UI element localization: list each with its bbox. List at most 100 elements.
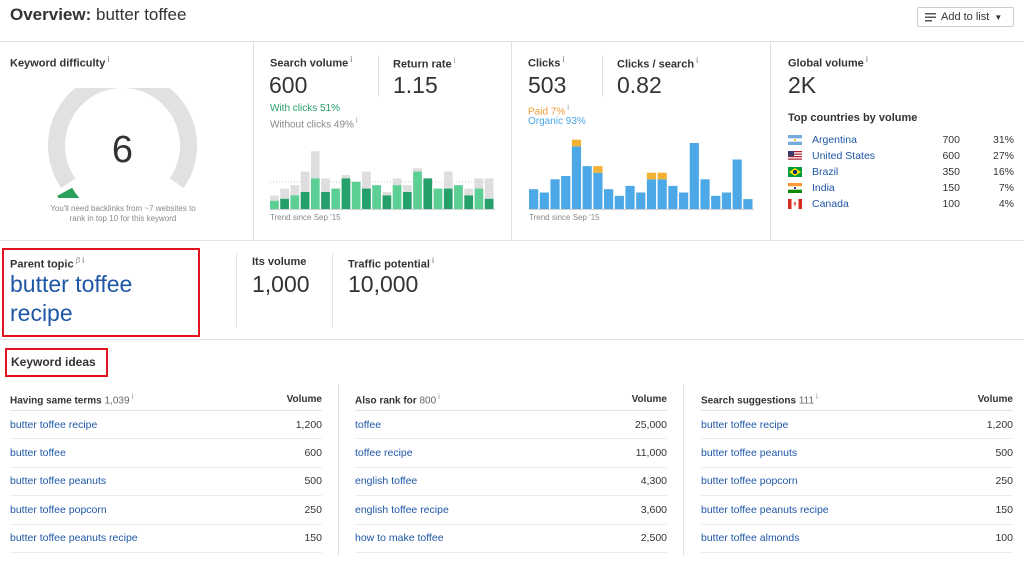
info-icon[interactable]: i <box>438 392 440 402</box>
title-prefix: Overview: <box>10 5 92 24</box>
clicks-share-bar <box>454 185 463 209</box>
keyword-link[interactable]: butter toffee popcorn <box>701 475 798 488</box>
difficulty-note: You'll need backlinks from ~7 websites t… <box>50 204 196 223</box>
clicks-share-bar <box>423 178 433 209</box>
divider <box>683 384 684 556</box>
info-icon[interactable]: i <box>562 55 565 64</box>
country-link[interactable]: Canada <box>812 198 849 210</box>
without-clicks: Without clicks 49% i <box>270 116 358 131</box>
keyword-link[interactable]: butter toffee recipe <box>701 418 789 431</box>
keyword-row: english toffee 4,300 <box>355 468 667 497</box>
keyword-link[interactable]: english toffee recipe <box>355 503 449 516</box>
organic-clicks-bar <box>721 192 732 209</box>
info-icon[interactable]: i <box>107 55 110 64</box>
add-to-list-label: Add to list <box>941 11 990 23</box>
organic-clicks-bar <box>550 179 560 209</box>
keyword-link[interactable]: butter toffee peanuts <box>10 475 107 488</box>
organic-clicks-bar <box>646 179 657 209</box>
keyword-link[interactable]: english toffee <box>355 475 418 488</box>
page-title: Overview: butter toffee <box>10 5 186 25</box>
info-icon[interactable]: i <box>431 256 435 265</box>
global-volume-value: 2K <box>788 72 817 98</box>
info-icon[interactable]: i <box>355 116 358 125</box>
keyword-row: butter toffee recipe 1,200 <box>701 411 1013 440</box>
keyword-link[interactable]: butter toffee peanuts <box>701 447 798 460</box>
section-divider <box>0 339 1024 340</box>
parent-topic-link[interactable]: butter toffee recipe <box>10 271 133 326</box>
canada-flag-icon <box>788 199 802 209</box>
gauge-fill <box>57 187 80 198</box>
country-link[interactable]: Brazil <box>812 166 839 178</box>
clicks-share-bar <box>413 171 422 209</box>
keyword-link[interactable]: butter toffee peanuts recipe <box>10 532 138 545</box>
clicks-share-bar <box>402 192 412 209</box>
keyword-volume: 3,600 <box>640 503 667 516</box>
keyword-row: how to make toffee 2,500 <box>355 525 667 553</box>
info-icon[interactable]: i <box>567 103 570 112</box>
column-header: Also rank for 800 i Volume <box>355 389 667 411</box>
top-countries-title: Top countries by volume <box>788 112 918 124</box>
list-icon <box>925 12 936 21</box>
organic-clicks-bar <box>539 192 549 209</box>
clicks-share-bar <box>392 185 402 209</box>
keyword-link[interactable]: toffee <box>355 418 382 431</box>
keyword-ideas-column: Having same terms 1,039 i Volume butter t… <box>10 389 322 553</box>
info-icon[interactable]: i <box>131 392 134 402</box>
keyword-volume: 1,200 <box>295 418 322 431</box>
keyword-volume: 250 <box>995 475 1013 488</box>
keyword-row: butter toffee recipe 1,200 <box>10 411 322 440</box>
global-volume-label: Global volume i <box>788 55 869 70</box>
country-percent: 27% <box>992 150 1014 162</box>
organic-clicks-bar <box>593 172 603 209</box>
clicks-share-bar <box>443 188 453 209</box>
keyword-link[interactable]: butter toffee recipe <box>10 418 98 431</box>
organic-clicks-bar <box>700 179 710 209</box>
divider <box>338 384 339 556</box>
keyword-link[interactable]: butter toffee popcorn <box>10 503 107 516</box>
clicks-trend-caption: Trend since Sep '15 <box>529 213 600 222</box>
keyword-volume: 4,300 <box>640 475 667 488</box>
info-icon[interactable]: i <box>865 55 869 64</box>
country-volume: 350 <box>942 166 960 178</box>
country-volume: 150 <box>942 182 960 194</box>
paid-clicks-bar <box>646 172 657 180</box>
india-flag-icon <box>788 183 802 193</box>
country-link[interactable]: United States <box>812 150 876 162</box>
info-icon[interactable]: i <box>453 56 456 65</box>
difficulty-gauge <box>48 88 197 198</box>
divider <box>602 55 603 97</box>
organic-clicks: Organic 93% <box>528 116 586 127</box>
divider <box>770 42 771 240</box>
add-to-list-button[interactable]: Add to list ▼ <box>917 7 1014 27</box>
its-volume-label: Its volume <box>252 256 307 268</box>
country-link[interactable]: India <box>812 182 835 194</box>
keyword-volume: 2,500 <box>640 532 667 545</box>
keyword-link[interactable]: butter toffee <box>10 447 66 460</box>
country-percent: 7% <box>998 182 1014 194</box>
keyword-link[interactable]: butter toffee peanuts recipe <box>701 503 829 516</box>
parent-topic-label: Parent topic β i <box>10 256 85 271</box>
clicks-per-search-label: Clicks / search i <box>617 56 699 71</box>
search-volume-bar <box>484 178 494 209</box>
beta-badge: β <box>75 256 81 265</box>
keyword-row: english toffee recipe 3,600 <box>355 496 667 525</box>
organic-clicks-bar <box>604 189 614 209</box>
organic-clicks-bar <box>732 159 742 209</box>
its-volume-value: 1,000 <box>252 271 310 297</box>
keyword-link[interactable]: how to make toffee <box>355 532 444 545</box>
keyword-row: butter toffee peanuts recipe 150 <box>10 525 322 553</box>
country-link[interactable]: Argentina <box>812 134 857 146</box>
organic-clicks-bar <box>582 166 592 209</box>
info-icon[interactable]: i <box>816 392 818 402</box>
keyword-volume: 150 <box>304 532 322 545</box>
info-icon[interactable]: i <box>350 55 353 64</box>
info-icon[interactable]: i <box>696 56 699 65</box>
info-icon[interactable]: i <box>82 256 85 265</box>
divider <box>332 253 333 327</box>
country-row: Brazil 350 16% <box>788 164 1014 180</box>
keyword-link[interactable]: butter toffee almonds <box>701 532 800 545</box>
search-volume-label: Search volume i <box>270 55 353 70</box>
clicks-share-bar <box>270 200 279 209</box>
organic-clicks-bar <box>614 195 624 209</box>
keyword-link[interactable]: toffee recipe <box>355 447 413 460</box>
